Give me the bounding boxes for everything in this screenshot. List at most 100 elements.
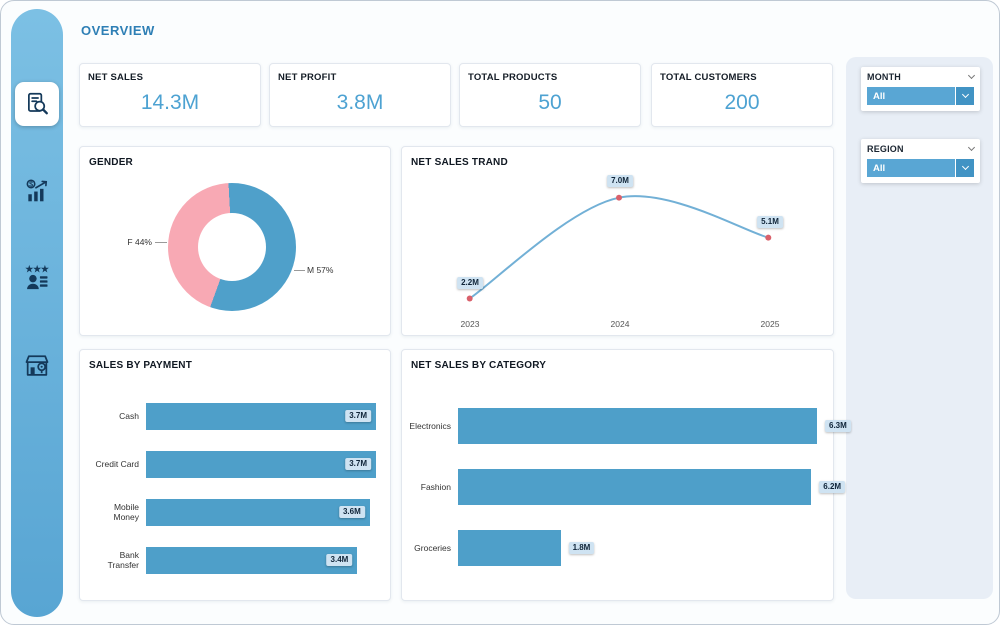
net-sales-trend-chart[interactable]: 2.2M 2023 7.0M 2024 5.1M 2025 bbox=[402, 147, 833, 335]
dropdown-button[interactable] bbox=[956, 159, 974, 177]
kpi-value: 200 bbox=[724, 91, 760, 114]
line-point[interactable] bbox=[616, 194, 622, 201]
net-sales-trend-card: NET SALES TRAND 2.2M 2023 7.0M 2024 5.1M 2025 bbox=[401, 146, 834, 336]
dropdown-value: All bbox=[867, 87, 955, 105]
sidebar-item-stores[interactable] bbox=[15, 343, 59, 387]
bar[interactable] bbox=[146, 546, 358, 574]
kpi-value: 14.3M bbox=[140, 91, 200, 114]
chevron-down-icon bbox=[961, 90, 969, 99]
bar-track: 3.6M bbox=[146, 498, 376, 526]
bar-value-chip: 1.8M bbox=[568, 541, 595, 554]
sales-by-payment-chart: Cash 3.7M Credit Card 3.7M Mobile Money 3.6M B… bbox=[88, 392, 376, 584]
slicer-label: MONTH bbox=[867, 72, 901, 82]
bar-row: Bank Transfer 3.4M bbox=[88, 536, 376, 584]
region-dropdown[interactable]: All bbox=[867, 159, 974, 177]
bar-value-chip: 3.7M bbox=[345, 410, 371, 422]
sidebar-item-customers[interactable]: ★★★ bbox=[15, 256, 59, 300]
card-title: SALES BY PAYMENT bbox=[89, 360, 193, 371]
bar-value-chip: 3.7M bbox=[345, 458, 371, 470]
kpi-label: NET PROFIT bbox=[278, 72, 337, 83]
x-axis-label: 2025 bbox=[760, 319, 780, 329]
sales-growth-icon: $ bbox=[26, 179, 48, 202]
bar-category-label: Mobile Money bbox=[113, 502, 139, 522]
bar-row: Fashion 6.2M bbox=[408, 457, 846, 518]
bar-row: Credit Card 3.7M bbox=[88, 440, 376, 488]
callout-line bbox=[155, 242, 167, 243]
slicer-label: REGION bbox=[867, 144, 904, 154]
bar-row: Groceries 1.8M bbox=[408, 517, 817, 578]
gender-donut-chart[interactable] bbox=[168, 183, 296, 311]
bar-category-label: Electronics bbox=[409, 421, 451, 432]
bar-track: 3.4M bbox=[146, 546, 376, 574]
bar-category-label: Fashion bbox=[420, 482, 451, 492]
bar-category-label: Credit Card bbox=[95, 459, 139, 469]
bar-track: 1.8M bbox=[458, 529, 817, 566]
svg-text:$: $ bbox=[29, 181, 33, 188]
month-slicer: MONTH All bbox=[861, 67, 980, 111]
bar[interactable] bbox=[146, 450, 376, 478]
kpi-net-sales: NET SALES 14.3M bbox=[79, 63, 261, 127]
line-chart-svg bbox=[466, 194, 772, 302]
bar[interactable] bbox=[146, 402, 376, 430]
callout-line bbox=[294, 270, 305, 271]
bar-row: Mobile Money 3.6M bbox=[88, 488, 376, 536]
bar-category-label: Groceries bbox=[414, 542, 451, 553]
bar-value-chip: 6.3M bbox=[825, 420, 851, 433]
bar[interactable] bbox=[146, 498, 370, 526]
point-value-chip: 5.1M bbox=[757, 215, 783, 228]
card-title: NET SALES BY CATEGORY bbox=[411, 360, 547, 371]
kpi-total-customers: TOTAL CUSTOMERS 200 bbox=[651, 63, 833, 127]
bar-value-chip: 3.6M bbox=[338, 506, 365, 518]
bar-track: 3.7M bbox=[146, 402, 376, 430]
region-slicer: REGION All bbox=[861, 139, 980, 183]
bar-value-chip: 6.2M bbox=[819, 481, 846, 493]
store-location-icon bbox=[25, 355, 49, 376]
net-sales-by-category-chart: Electronics 6.3M Fashion 6.2M Groceries 1.8M bbox=[408, 396, 851, 578]
bar-category-label: Bank Transfer bbox=[107, 550, 139, 570]
bar[interactable] bbox=[458, 408, 817, 445]
bar-value-chip: 3.4M bbox=[326, 554, 353, 566]
dropdown-button[interactable] bbox=[956, 87, 974, 105]
bar-row: Cash 3.7M bbox=[88, 392, 376, 440]
dropdown-value: All bbox=[867, 159, 955, 177]
card-title: GENDER bbox=[89, 157, 133, 168]
kpi-value: 50 bbox=[538, 91, 562, 114]
bar-track: 6.3M bbox=[458, 408, 851, 445]
report-search-icon bbox=[28, 92, 48, 115]
customers-icon: ★★★ bbox=[25, 264, 50, 290]
kpi-label: NET SALES bbox=[88, 72, 144, 83]
bar-category-label: Cash bbox=[119, 411, 139, 421]
point-value-chip: 2.2M bbox=[457, 277, 483, 290]
x-axis-label: 2023 bbox=[460, 319, 480, 329]
month-dropdown[interactable]: All bbox=[867, 87, 974, 105]
sales-by-payment-card: SALES BY PAYMENT Cash 3.7M Credit Card 3.7M… bbox=[79, 349, 391, 601]
net-sales-by-category-card: NET SALES BY CATEGORY Electronics 6.3M Fas… bbox=[401, 349, 851, 601]
slicer-header: MONTH bbox=[867, 71, 976, 82]
sidebar-item-overview[interactable] bbox=[15, 82, 59, 126]
kpi-total-products: TOTAL PRODUCTS 50 bbox=[459, 63, 641, 127]
chevron-down-icon[interactable] bbox=[967, 143, 976, 152]
trend-line[interactable] bbox=[469, 195, 769, 300]
kpi-net-profit: NET PROFIT 3.8M bbox=[269, 63, 451, 127]
x-axis-label: 2024 bbox=[610, 319, 630, 329]
slicer-header: REGION bbox=[867, 143, 976, 154]
chevron-down-icon bbox=[961, 162, 969, 171]
donut-label-female: F 44% bbox=[127, 237, 152, 247]
kpi-label: TOTAL CUSTOMERS bbox=[660, 72, 757, 83]
line-point[interactable] bbox=[466, 295, 473, 302]
bar-track: 3.7M bbox=[146, 450, 376, 478]
svg-text:★★★: ★★★ bbox=[25, 264, 50, 274]
card-title: NET SALES TRAND bbox=[411, 157, 508, 168]
line-point[interactable] bbox=[765, 234, 772, 241]
sidebar-item-sales[interactable]: $ bbox=[15, 169, 59, 213]
gender-card: GENDER F 44% M 57% bbox=[79, 146, 391, 336]
bar[interactable] bbox=[458, 469, 812, 505]
point-value-chip: 7.0M bbox=[607, 175, 633, 188]
sidebar: $ ★★★ bbox=[11, 9, 63, 617]
kpi-value: 3.8M bbox=[336, 91, 384, 114]
bar[interactable] bbox=[458, 529, 561, 566]
bar-row: Electronics 6.3M bbox=[408, 396, 851, 457]
chevron-down-icon[interactable] bbox=[967, 71, 976, 80]
donut-label-male: M 57% bbox=[307, 265, 334, 275]
